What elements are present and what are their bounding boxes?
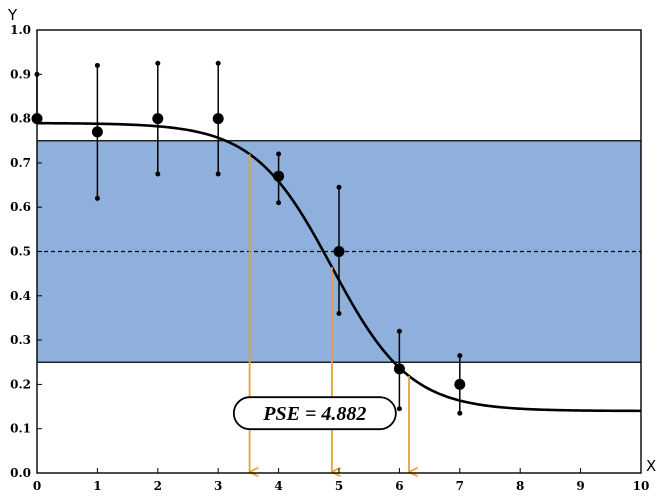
y-tick-label-5: 0.5 xyxy=(10,245,31,259)
y-tick-label-3: 0.3 xyxy=(10,333,31,347)
x-tick-label-3: 3 xyxy=(214,479,222,493)
data-marker xyxy=(91,126,103,138)
error-cap-upper xyxy=(276,151,282,157)
error-cap-upper xyxy=(396,328,402,334)
error-cap-upper xyxy=(155,60,161,66)
error-cap-upper xyxy=(215,60,221,66)
error-cap-lower xyxy=(215,171,221,177)
y-tick-label-4: 0.4 xyxy=(10,289,31,303)
data-marker xyxy=(273,170,285,182)
y-tick-label-7: 0.7 xyxy=(10,156,31,170)
error-cap-lower xyxy=(276,200,282,206)
y-tick-label-6: 0.6 xyxy=(10,200,31,214)
y-tick-label-10: 1.0 xyxy=(10,23,31,37)
x-tick-label-9: 9 xyxy=(576,479,584,493)
data-marker xyxy=(152,113,164,125)
x-tick-label-4: 4 xyxy=(274,479,282,493)
y-tick-label-8: 0.8 xyxy=(10,112,31,126)
x-axis-label: X xyxy=(646,457,656,475)
x-tick-label-10: 10 xyxy=(633,479,650,493)
error-cap-lower xyxy=(396,406,402,412)
error-cap-lower xyxy=(94,195,100,201)
pse-box xyxy=(232,396,397,431)
data-point-1 xyxy=(91,62,103,201)
y-tick-label-1: 0.1 xyxy=(10,422,31,436)
error-cap-lower xyxy=(457,410,463,416)
error-cap-lower xyxy=(336,311,342,317)
x-tick-label-6: 6 xyxy=(395,479,403,493)
data-point-6 xyxy=(393,328,405,412)
y-tick-label-9: 0.9 xyxy=(10,67,31,81)
pse-label: PSE = 4.882 xyxy=(262,403,366,425)
pse-annotation: PSE = 4.882 xyxy=(232,396,397,431)
y-tick-label-0: 0.0 xyxy=(10,466,31,480)
data-marker xyxy=(393,363,405,375)
data-point-7 xyxy=(454,353,466,416)
x-tick-label-0: 0 xyxy=(33,479,41,493)
error-cap-upper xyxy=(336,184,342,190)
data-point-4 xyxy=(273,151,285,206)
error-cap-upper xyxy=(94,62,100,68)
y-axis-label: Y xyxy=(7,6,18,24)
x-tick-label-5: 5 xyxy=(335,479,343,493)
x-tick-label-7: 7 xyxy=(456,479,464,493)
data-point-3 xyxy=(212,60,224,177)
data-marker xyxy=(212,113,224,125)
error-cap-upper xyxy=(457,353,463,359)
x-tick-label-1: 1 xyxy=(93,479,101,493)
error-cap-lower xyxy=(155,171,161,177)
data-point-2 xyxy=(152,60,164,177)
data-marker xyxy=(454,378,466,390)
y-tick-label-2: 0.2 xyxy=(10,377,31,391)
x-tick-label-8: 8 xyxy=(516,479,524,493)
data-point-5 xyxy=(333,184,345,317)
x-tick-label-2: 2 xyxy=(154,479,162,493)
data-marker xyxy=(333,246,345,257)
